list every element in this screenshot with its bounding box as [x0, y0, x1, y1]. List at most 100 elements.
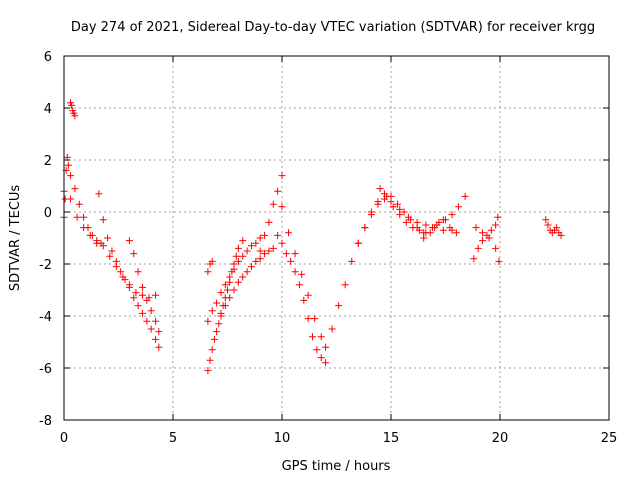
data-point [374, 198, 382, 206]
data-point [213, 328, 221, 336]
series-arc-b [67, 99, 79, 120]
data-point [396, 211, 404, 219]
chart-title: Day 274 of 2021, Sidereal Day-to-day VTE… [71, 20, 595, 35]
data-point [361, 224, 369, 232]
data-point [204, 268, 212, 276]
data-point [208, 346, 216, 354]
data-point [291, 250, 299, 258]
y-tick-label: 0 [44, 206, 52, 221]
series-arc-o [376, 185, 469, 237]
data-point [99, 216, 107, 224]
y-axis-label: SDTVAR / TECUs [8, 185, 23, 292]
data-point [221, 281, 229, 289]
data-point [226, 294, 234, 302]
data-point [117, 268, 125, 276]
data-point [446, 224, 454, 232]
data-point [155, 343, 163, 351]
data-point [71, 112, 79, 120]
data-point [138, 283, 146, 291]
data-point [213, 299, 221, 307]
series-arc-j [217, 244, 277, 320]
y-tick-label: 2 [44, 154, 52, 169]
data-point [147, 307, 155, 315]
data-point [557, 231, 565, 239]
data-point [472, 224, 480, 232]
data-point [322, 359, 330, 367]
data-point [278, 172, 286, 180]
data-point [130, 294, 138, 302]
data-point [155, 328, 163, 336]
data-point [544, 221, 552, 229]
data-point [335, 302, 343, 310]
data-point [269, 200, 277, 208]
data-point [415, 226, 423, 234]
data-point [389, 203, 397, 211]
data-point [261, 231, 269, 239]
data-point [138, 309, 146, 317]
series-arc-r [472, 224, 503, 265]
data-point [206, 356, 214, 364]
y-tick-label: 6 [44, 50, 52, 65]
data-point [134, 268, 142, 276]
data-point [230, 265, 238, 273]
data-point [311, 315, 319, 323]
data-point [68, 101, 76, 109]
data-point [143, 317, 151, 325]
series-arc-f [125, 237, 163, 336]
data-point [439, 226, 447, 234]
data-point [152, 317, 160, 325]
y-tick-label: -2 [39, 258, 52, 273]
data-point [73, 213, 81, 221]
series-arc-e [95, 190, 163, 351]
data-point [232, 252, 240, 260]
data-point [99, 242, 107, 250]
data-point [256, 234, 264, 242]
y-tick-label: -8 [39, 414, 52, 429]
data-point [348, 257, 356, 265]
data-point [134, 302, 142, 310]
data-point [152, 335, 160, 343]
data-point [278, 239, 286, 247]
data-point [234, 244, 242, 252]
x-tick-label: 0 [60, 431, 68, 446]
series-arc-d [60, 187, 160, 302]
data-point [106, 252, 114, 260]
data-point [243, 247, 251, 255]
data-point [93, 239, 101, 247]
data-point [67, 172, 75, 180]
data-point [400, 208, 408, 216]
data-point [461, 192, 469, 200]
data-point [470, 255, 478, 263]
x-tick-label: 10 [274, 431, 291, 446]
data-point [265, 247, 273, 255]
data-points [60, 99, 565, 375]
series-arc-h [204, 234, 264, 325]
data-point [492, 244, 500, 252]
data-point [130, 250, 138, 258]
data-point [433, 221, 441, 229]
data-point [367, 208, 375, 216]
data-point [138, 291, 146, 299]
data-point [407, 216, 415, 224]
data-point [455, 203, 463, 211]
series-arc-n [354, 190, 428, 247]
data-point [494, 213, 502, 221]
series-arc-a [60, 153, 72, 221]
data-point [304, 315, 312, 323]
data-point [204, 367, 212, 375]
data-point [287, 257, 295, 265]
data-point [86, 231, 94, 239]
x-axis-label: GPS time / hours [282, 459, 391, 474]
axis-ticks: 0 5 10 15 20 25 -8 -6 -4 -2 0 2 4 6 [39, 50, 617, 446]
data-point [125, 283, 133, 291]
data-point [495, 257, 503, 265]
data-point [542, 216, 550, 224]
data-point [492, 221, 500, 229]
data-point [439, 216, 447, 224]
data-point [309, 333, 317, 341]
data-point [428, 224, 436, 232]
data-point [298, 270, 306, 278]
data-point [230, 286, 238, 294]
data-point [75, 200, 83, 208]
data-point [313, 346, 321, 354]
